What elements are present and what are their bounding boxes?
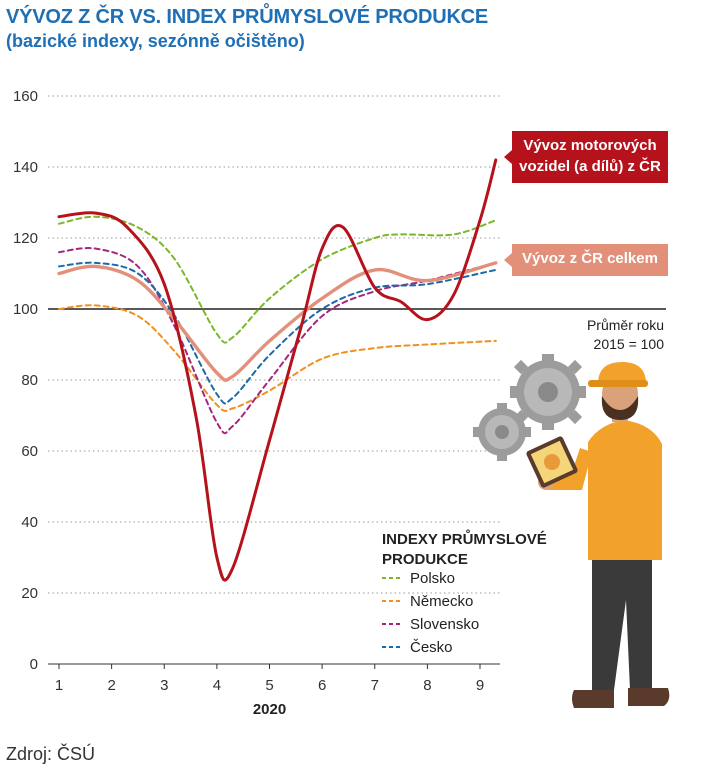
chart-subtitle: (bazické indexy, sezónně očištěno) <box>6 31 305 51</box>
reference-line-label: 2015 = 100 <box>594 336 665 352</box>
legend-title: PRODUKCE <box>382 551 468 568</box>
y-tick-label: 60 <box>21 443 38 460</box>
legend-label-slovensko: Slovensko <box>410 616 479 633</box>
gear-icon <box>473 403 531 461</box>
callout-label-vozidla: Vývoz motorových <box>523 137 656 154</box>
x-tick-label: 8 <box>423 677 431 694</box>
y-tick-label: 20 <box>21 585 38 602</box>
callout-box-vozidla <box>512 131 668 183</box>
x-axis-label: 2020 <box>253 701 286 718</box>
series-line-cesko <box>58 261 497 405</box>
series-line-vozidla <box>57 158 498 582</box>
chart-title: VÝVOZ Z ČR VS. INDEX PRŮMYSLOVÉ PRODUKCE <box>6 6 489 28</box>
callout-pointer-celkem <box>504 253 512 267</box>
legend-label-nemecko: Německo <box>410 593 473 610</box>
source-note: Zdroj: ČSÚ <box>6 744 96 764</box>
series <box>57 158 498 582</box>
x-tick-label: 4 <box>213 677 221 694</box>
y-tick-label: 120 <box>13 230 38 247</box>
x-tick-label: 5 <box>265 677 273 694</box>
legend-label-polsko: Polsko <box>410 570 455 587</box>
y-tick-label: 0 <box>30 656 38 673</box>
x-tick-label: 3 <box>160 677 168 694</box>
x-tick-label: 1 <box>55 677 63 694</box>
gridlines <box>48 95 666 594</box>
series-line-polsko <box>58 215 497 344</box>
y-tick-label: 160 <box>13 88 38 105</box>
y-tick-label: 80 <box>21 372 38 389</box>
y-tick-label: 140 <box>13 159 38 176</box>
x-tick-label: 9 <box>476 677 484 694</box>
x-tick-label: 7 <box>371 677 379 694</box>
x-tick-label: 2 <box>107 677 115 694</box>
y-tick-label: 100 <box>13 301 38 318</box>
series-line-nemecko <box>58 304 497 413</box>
reference-line-label: Průměr roku <box>587 317 664 333</box>
x-tick-label: 6 <box>318 677 326 694</box>
y-tick-label: 40 <box>21 514 38 531</box>
gear-icon <box>510 354 586 430</box>
callout-label-celkem: Vývoz z ČR celkem <box>522 249 658 267</box>
series-line-celkem <box>57 261 498 382</box>
callout-label-vozidla: vozidel (a dílů) z ČR <box>519 157 661 175</box>
callout-box-celkem <box>512 244 668 276</box>
series-line-slovensko <box>58 247 497 435</box>
legend-label-cesko: Česko <box>410 639 453 656</box>
series-labels: Vývoz motorových vozidel (a dílů) z ČR Výv… <box>504 131 668 276</box>
worker-illustration <box>473 354 670 708</box>
legend: INDEXY PRŮMYSLOVÉ PRODUKCE Polsko Německo Sl… <box>382 529 547 656</box>
callout-pointer-vozidla <box>504 150 512 164</box>
line-chart: 0 20 40 60 80 100 120 140 160 1 2 3 4 5 6 7 8 9 2020 Průměr… <box>13 88 670 718</box>
legend-title: INDEXY PRŮMYSLOVÉ <box>382 529 547 548</box>
axes: 0 20 40 60 80 100 120 140 160 1 2 3 4 5 6 7 8 9 2020 Průměr… <box>13 88 664 718</box>
